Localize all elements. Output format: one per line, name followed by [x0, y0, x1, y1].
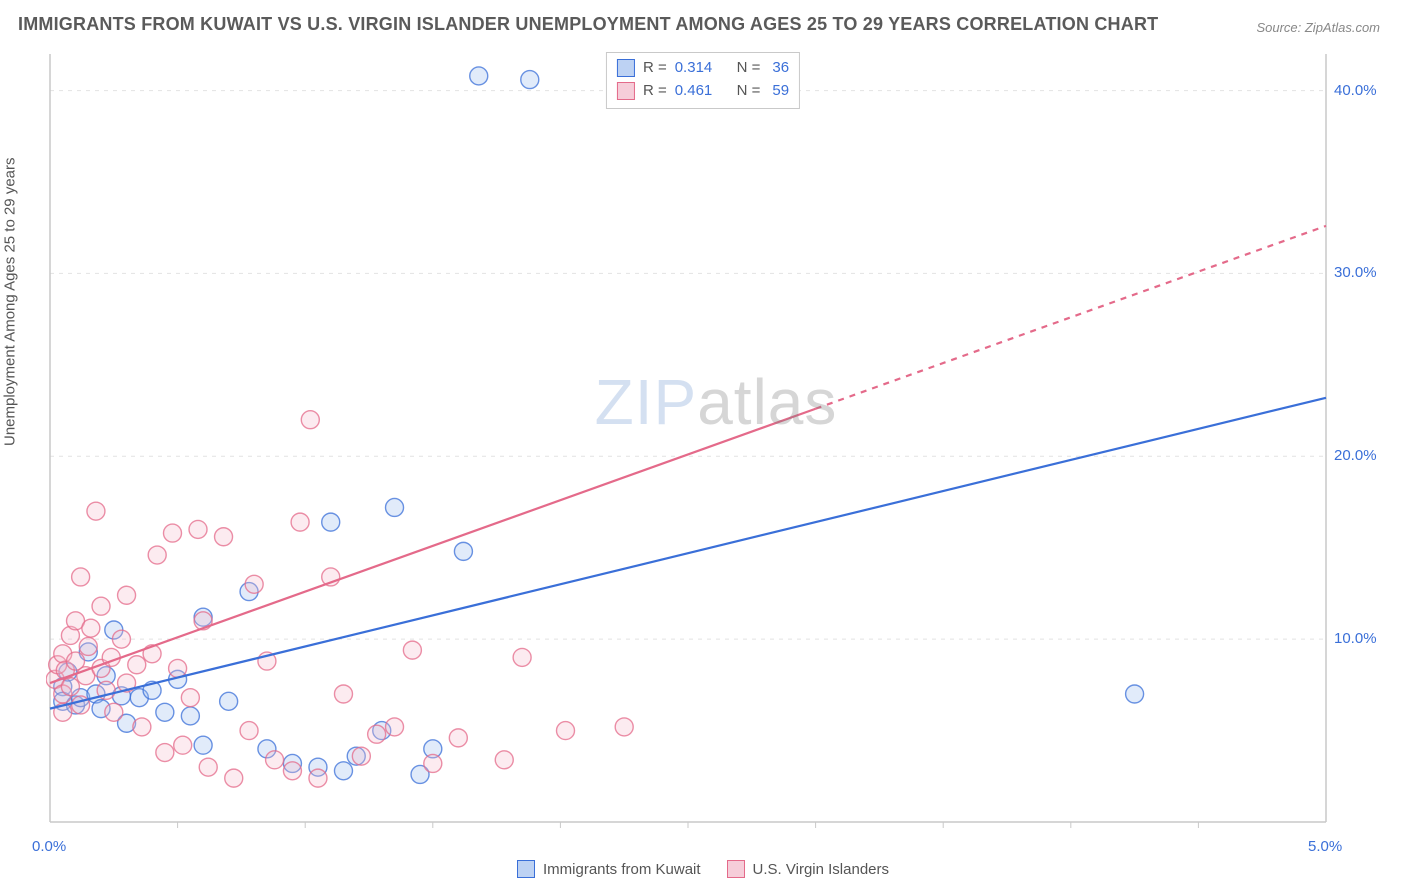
- n-label: N =: [737, 80, 761, 103]
- chart-title: IMMIGRANTS FROM KUWAIT VS U.S. VIRGIN IS…: [18, 14, 1158, 35]
- legend-label: U.S. Virgin Islanders: [753, 861, 889, 878]
- swatch-icon: [617, 82, 635, 100]
- y-tick-label: 40.0%: [1334, 82, 1377, 99]
- x-tick-label: 0.0%: [32, 838, 66, 855]
- legend-stat-row: R = 0.314 N = 36: [617, 57, 789, 80]
- swatch-icon: [617, 59, 635, 77]
- r-value: 0.461: [675, 80, 713, 103]
- plot-area: ZIPatlas: [46, 48, 1386, 852]
- source-attribution: Source: ZipAtlas.com: [1256, 20, 1380, 35]
- n-value: 59: [772, 80, 789, 103]
- y-tick-label: 10.0%: [1334, 630, 1377, 647]
- legend-label: Immigrants from Kuwait: [543, 861, 701, 878]
- legend-stats: R = 0.314 N = 36 R = 0.461 N = 59: [606, 52, 800, 109]
- swatch-icon: [517, 860, 535, 878]
- legend-item: Immigrants from Kuwait: [517, 860, 701, 878]
- swatch-icon: [727, 860, 745, 878]
- n-label: N =: [737, 57, 761, 80]
- y-tick-label: 30.0%: [1334, 264, 1377, 281]
- legend-item: U.S. Virgin Islanders: [727, 860, 889, 878]
- r-value: 0.314: [675, 57, 713, 80]
- legend-stat-row: R = 0.461 N = 59: [617, 80, 789, 103]
- legend-series: Immigrants from Kuwait U.S. Virgin Islan…: [517, 860, 889, 878]
- r-label: R =: [643, 57, 667, 80]
- y-axis-label: Unemployment Among Ages 25 to 29 years: [2, 157, 19, 446]
- y-tick-label: 20.0%: [1334, 447, 1377, 464]
- x-tick-label: 5.0%: [1308, 838, 1342, 855]
- r-label: R =: [643, 80, 667, 103]
- n-value: 36: [772, 57, 789, 80]
- scatter-svg: [46, 48, 1386, 852]
